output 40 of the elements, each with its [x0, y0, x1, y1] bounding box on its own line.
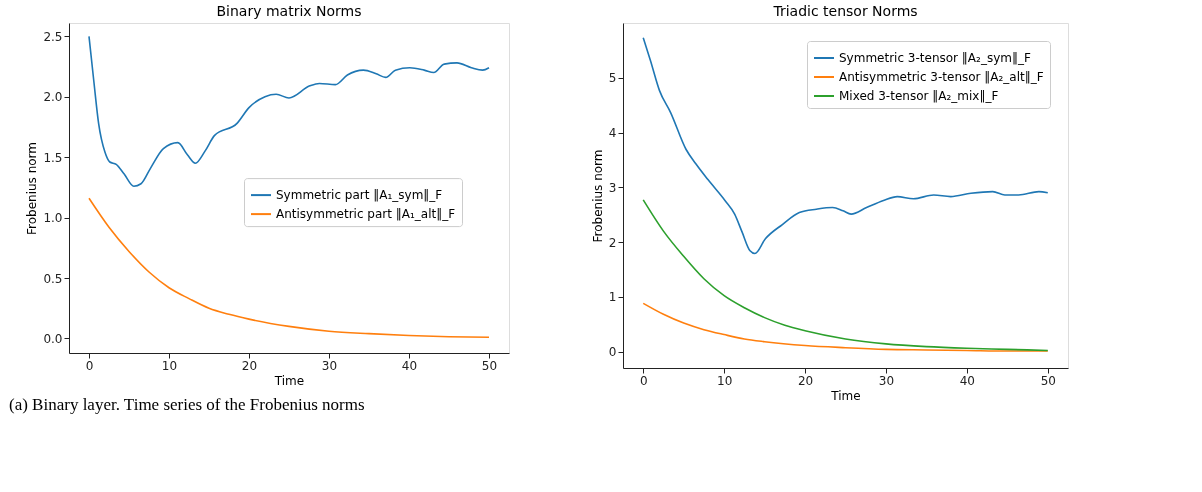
x-tick-label: 50 — [1040, 373, 1056, 388]
y-tick-label: 0.5 — [43, 271, 63, 286]
x-tick-label: 0 — [85, 358, 94, 373]
x-axis-title: Time — [830, 388, 861, 403]
y-tick-label: 3 — [608, 180, 617, 195]
line-series — [642, 36, 1049, 255]
y-axis-title: Frobenius norm — [590, 149, 605, 243]
legend-label: Antisymmetric 3-tensor ‖A₂_alt‖_F — [839, 70, 1044, 84]
x-tick-label: 40 — [401, 358, 418, 373]
y-tick-label: 1.5 — [43, 150, 63, 165]
line-series — [88, 35, 490, 187]
legend-label: Mixed 3-tensor ‖A₂_mix‖_F — [839, 89, 999, 103]
chart-title: Binary matrix Norms — [216, 3, 362, 19]
legend-label: Antisymmetric part ‖A₁_alt‖_F — [276, 207, 456, 222]
legend-label: Symmetric 3-tensor ‖A₂_sym‖_F — [839, 51, 1031, 65]
line-series — [642, 302, 1049, 352]
x-tick-label: 40 — [959, 373, 975, 388]
legend-label: Symmetric part ‖A₁_sym‖_F — [276, 188, 443, 203]
y-tick-label: 1.0 — [43, 211, 63, 226]
x-tick-label: 10 — [717, 373, 733, 388]
y-tick-label: 0.0 — [43, 331, 63, 346]
y-tick-label: 5 — [608, 71, 617, 86]
y-tick-label: 4 — [608, 126, 617, 141]
y-tick-label: 2.0 — [43, 90, 63, 105]
line-series — [642, 199, 1049, 352]
x-tick-label: 0 — [639, 373, 648, 388]
text: (a) Binary layer. Time series of the Frobenius norms — [9, 395, 365, 414]
y-tick-label: 2.5 — [43, 29, 63, 44]
chart-title: Triadic tensor Norms — [772, 3, 918, 19]
x-axis-title: Time — [273, 373, 305, 388]
y-axis-title: Frobenius norm — [25, 141, 40, 236]
y-tick-label: 0 — [608, 345, 617, 360]
x-tick-label: 30 — [321, 358, 338, 373]
x-tick-label: 20 — [241, 358, 258, 373]
y-tick-label: 1 — [608, 290, 617, 305]
x-tick-label: 20 — [797, 373, 814, 388]
x-tick-label: 10 — [161, 358, 178, 373]
x-tick-label: 50 — [481, 358, 498, 373]
x-tick-label: 30 — [878, 373, 895, 388]
y-tick-label: 2 — [608, 235, 617, 250]
